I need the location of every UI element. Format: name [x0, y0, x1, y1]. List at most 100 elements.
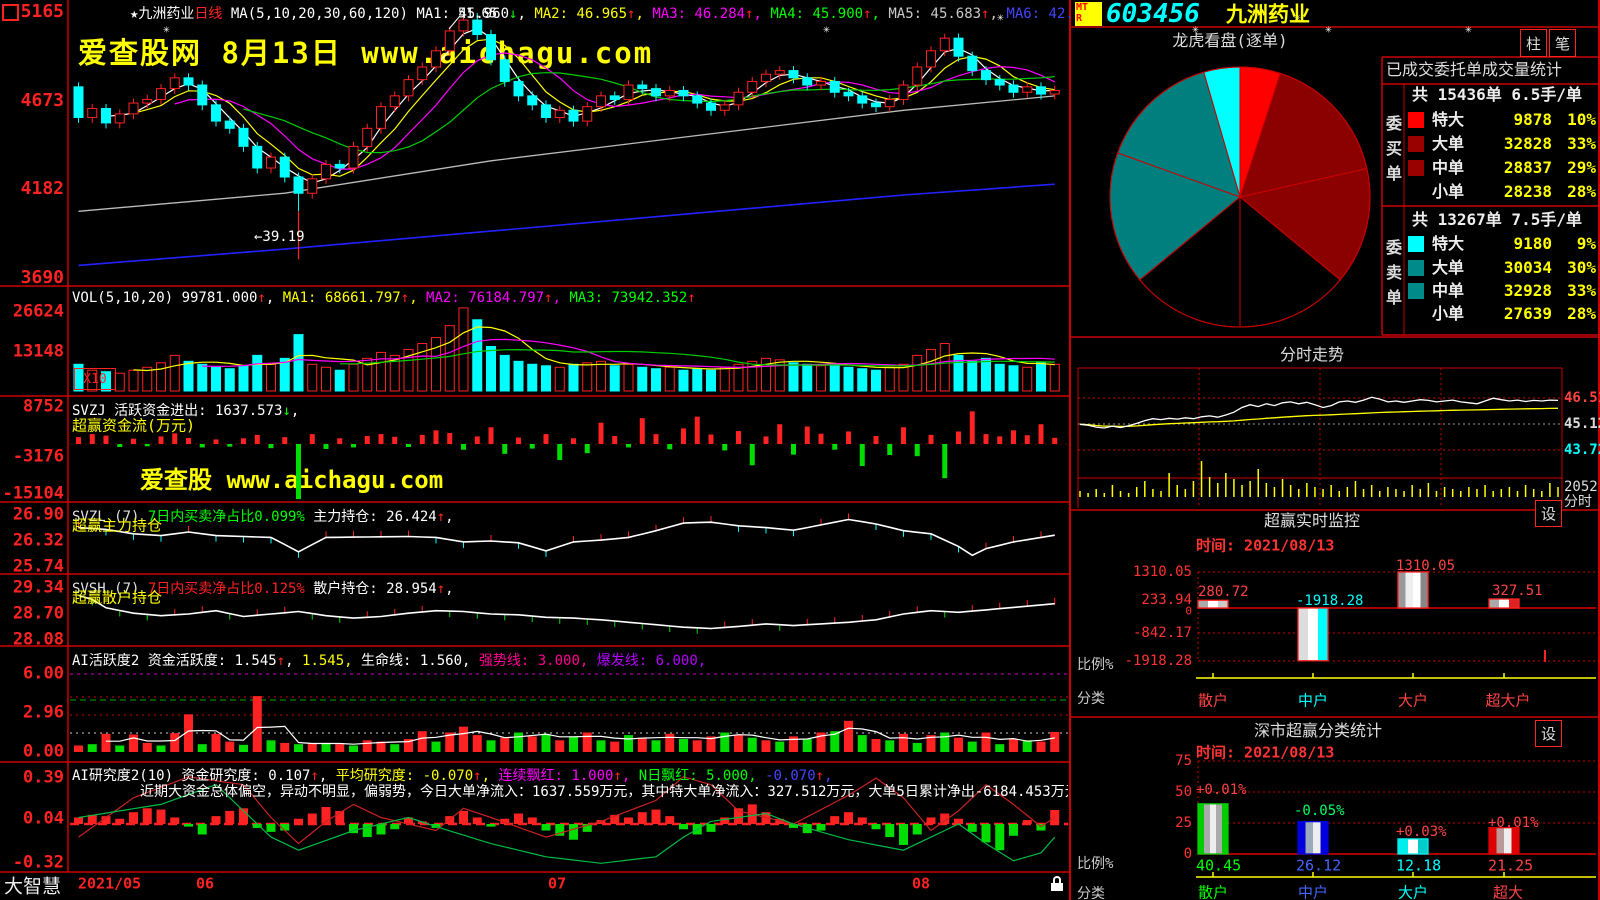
sell-row-name: 特大 [1432, 234, 1465, 253]
header-segment: ↑ [815, 768, 825, 784]
monitor-bar-label-4: 327.51 [1492, 583, 1543, 599]
ai-research-header: AI研究度2(10) 资金研究度: 0.107↑, 平均研究度: -0.070↑… [72, 765, 1068, 785]
buy-row-name: 中单 [1432, 158, 1465, 177]
header-segment: 7日内买卖净占比0.125% [147, 581, 314, 597]
header-segment: MA5: 45.683 [888, 6, 982, 22]
header-segment: ↑ [436, 509, 446, 525]
header-segment: 主力持仓: 26.424 [313, 509, 437, 525]
header-segment: SVZJ 活跃资金进出: 1637.573 [72, 403, 283, 419]
sell-total: 共 13267单 7.5手/单 [1412, 210, 1582, 229]
sell-row-count: 9180 [1513, 234, 1552, 253]
svsh-subtitle: 超赢散户持仓 [72, 588, 163, 607]
header-segment: , [445, 581, 454, 597]
header-segment: MA4: 45.900 [770, 6, 864, 22]
classify-time: 时间: 2021/08/13 [1196, 743, 1335, 762]
header-segment: SVSH (7) [72, 581, 148, 597]
header-segment: VOL(5,10,20) [72, 290, 182, 306]
sell-row-pct: 30% [1567, 258, 1596, 277]
classify-ytick-4: 0 [1183, 846, 1192, 862]
xaxis-date-2: 06 [196, 874, 215, 893]
lock-icon[interactable] [1050, 876, 1064, 892]
yaxis-svzj-1: 8752 [23, 396, 64, 417]
intraday-tick-4: 2052 [1564, 479, 1598, 495]
sell-row-name: 小单 [1432, 304, 1465, 323]
marker-star: ✳ [1294, 10, 1301, 24]
monitor-ytick-3: 0 [1185, 604, 1192, 618]
sell-row-count: 27639 [1503, 304, 1552, 323]
header-segment: , [265, 290, 283, 306]
xaxis-date-1: 2021/05 [78, 874, 142, 893]
classify-value-2: 26.12 [1296, 856, 1342, 875]
classify-settings-button[interactable]: 设 [1535, 720, 1562, 747]
monitor-class-label: 分类 [1077, 691, 1105, 707]
sell-row-count: 32928 [1503, 281, 1552, 300]
yaxis-main-1: 5165 [20, 1, 64, 22]
header-segment [588, 653, 596, 669]
buy-swatch-大单 [1408, 136, 1424, 152]
header-segment: , [621, 768, 639, 784]
stock-code: 603456 [1106, 0, 1200, 29]
buy-swatch-特大 [1408, 112, 1424, 128]
yaxis-ai1-2: 2.96 [23, 702, 64, 723]
volume-scale-badge: X10 [74, 368, 116, 390]
yaxis-main-4: 3690 [20, 267, 64, 288]
monitor-time: 时间: 2021/08/13 [1196, 536, 1335, 555]
buy-row-count: 32828 [1503, 134, 1552, 153]
header-segment: , [318, 768, 336, 784]
sell-row-pct: 33% [1567, 281, 1596, 300]
monitor-cat-4: 超大户 [1485, 691, 1531, 710]
monitor-cat-2: 中户 [1297, 691, 1329, 710]
header-segment: , [290, 403, 300, 419]
header-segment: , [635, 6, 653, 22]
header-segment: ↓ [282, 403, 291, 419]
svzj-header: SVZJ 活跃资金进出: 1637.573↓, [72, 400, 1068, 420]
watermark-main: 爱查股网 8月13日 www.aichagu.com [78, 36, 654, 70]
panel-title-monitor: 超赢实时监控 [1263, 511, 1361, 530]
header-segment: 生命线: 1.560, [352, 653, 479, 669]
pen-view-button[interactable]: 笔 [1549, 29, 1576, 57]
svzl-header: SVZL (7) 7日内买卖净占比0.099% 主力持仓: 26.424↑, [72, 506, 1068, 526]
monitor-settings-button[interactable]: 设 [1535, 500, 1562, 527]
header-segment: ↑ [257, 290, 266, 306]
header-segment: MA3: 73942.352 [569, 290, 688, 306]
header-segment: , [445, 509, 454, 525]
pillar-view-button[interactable]: 柱 [1520, 29, 1547, 57]
panel-title-intraday: 分时走势 [1279, 345, 1345, 364]
fund-flow-commentary: 近期大资金总体偏空，异动不明显，偏弱势，今日大单净流入：1637.559万元，其… [140, 784, 1068, 800]
sell-swatch-中单 [1408, 283, 1424, 299]
xaxis-date-3: 07 [548, 874, 567, 893]
header-segment: ↑ [981, 6, 990, 22]
xaxis-date-4: 08 [912, 874, 931, 893]
corner-marker-icon [2, 4, 19, 21]
svsh-header: SVSH (7) 7日内买卖净占比0.125% 散户持仓: 28.954↑, [72, 578, 1068, 598]
monitor-ratio-label: 比例% [1077, 657, 1114, 673]
classify-cat-2: 中户 [1297, 883, 1329, 900]
yaxis-vol-2: 13148 [12, 341, 64, 362]
header-segment: MA2: 46.965 [534, 6, 628, 22]
classify-change-4: +0.01% [1488, 815, 1539, 831]
buy-row-name: 小单 [1432, 182, 1465, 201]
header-segment: ↑ [544, 290, 553, 306]
sell-swatch-大单 [1408, 260, 1424, 276]
monitor-ytick-4: -842.17 [1132, 625, 1192, 641]
classify-cat-4: 超大 [1492, 883, 1524, 900]
buy-row-pct: 28% [1567, 182, 1596, 201]
header-segment: , [552, 290, 570, 306]
buy-side-label: 单 [1386, 164, 1403, 183]
classify-value-1: 40.45 [1196, 856, 1242, 875]
buy-row-pct: 33% [1567, 134, 1596, 153]
intraday-tick-3: 43.72 [1564, 442, 1600, 458]
annotation-high: 51.65 [458, 6, 498, 22]
header-segment: ↑ [473, 768, 482, 784]
buy-row-pct: 29% [1567, 158, 1596, 177]
header-segment: ↑ [627, 6, 636, 22]
yaxis-ai1-3: 0.00 [23, 741, 64, 762]
buy-side-label: 买 [1386, 139, 1403, 158]
yaxis-svzl-3: 25.74 [12, 556, 64, 577]
header-segment: , [871, 6, 889, 22]
header-segment: MA(5,10,20,30,60,120) [222, 6, 417, 22]
header-segment: SVZL (7) [72, 509, 148, 525]
marker-star: ✳ [823, 22, 830, 36]
intraday-tick-1: 46.51 [1564, 390, 1600, 406]
